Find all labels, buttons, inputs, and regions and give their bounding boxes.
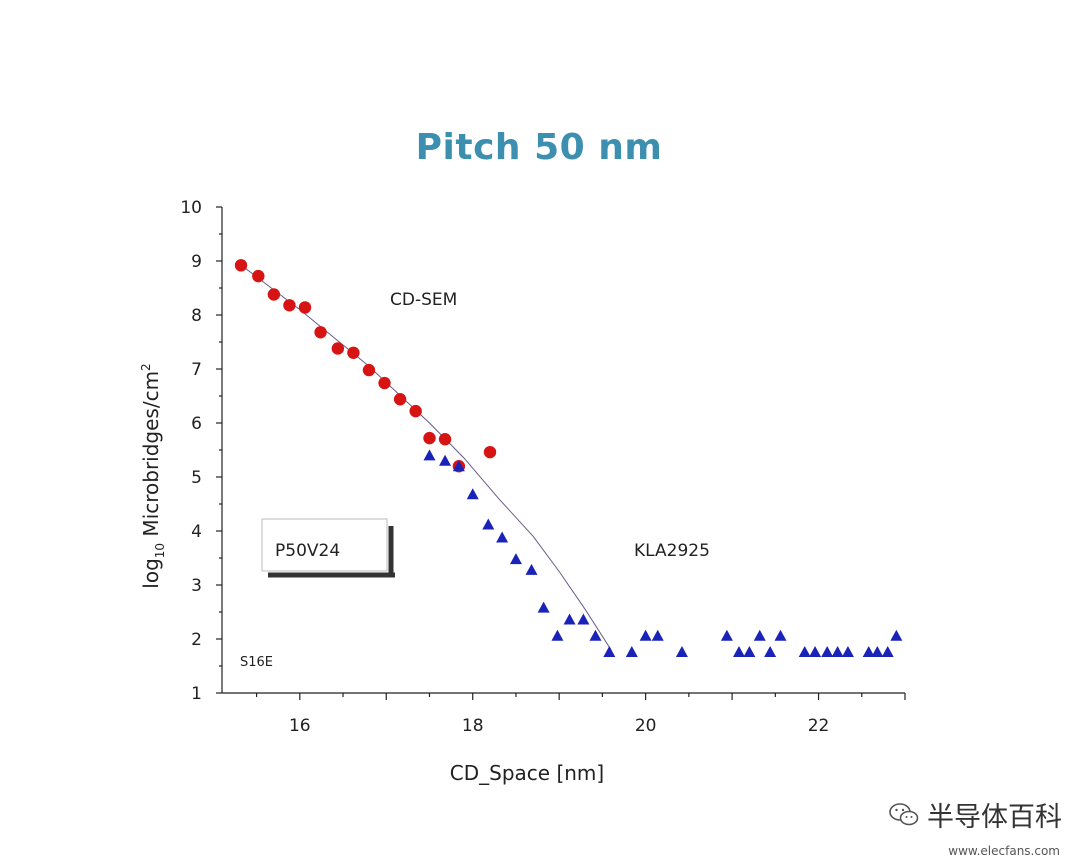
y-tick-label: 7: [191, 360, 202, 380]
y-tick-label: 9: [191, 252, 202, 272]
cdsem-point: [283, 299, 296, 312]
cdsem-point: [252, 269, 265, 283]
y-axis: 1 2 3 4 5 6 7 8 9 10: [180, 198, 223, 704]
sample-box: P50V24: [261, 518, 395, 578]
kla-point: [452, 460, 465, 472]
kla-point: [862, 645, 875, 657]
kla-point: [871, 645, 884, 657]
kla-point: [577, 613, 590, 625]
x-axis-label: CD_Space [nm]: [450, 761, 604, 785]
y-tick-label: 5: [191, 468, 202, 488]
watermark-text: 半导体百科: [927, 802, 1062, 833]
kla-point: [675, 645, 688, 657]
cdsem-point: [331, 342, 345, 355]
series-cdsem: [234, 259, 497, 473]
y-axis-label: log10 Microbridges/cm2: [139, 363, 167, 588]
watermark-url: www.elecfans.com: [948, 844, 1060, 858]
y-tick-label: 8: [191, 306, 202, 326]
kla-point: [509, 553, 522, 565]
kla-point: [841, 645, 854, 657]
cdsem-point: [347, 346, 360, 359]
kla-point: [743, 645, 756, 657]
kla-point: [423, 449, 436, 461]
cdsem-point: [483, 445, 497, 459]
kla-series-label: KLA2925: [634, 541, 710, 561]
x-axis: 16 18 20 22: [222, 692, 906, 736]
kla-point: [798, 645, 811, 657]
kla-point: [482, 518, 495, 530]
x-tick-label: 22: [808, 716, 830, 736]
sample-label: P50V24: [275, 541, 340, 561]
kla-point: [496, 531, 509, 543]
y-axis-label-log: log: [139, 558, 163, 589]
kla-point: [720, 629, 733, 641]
x-tick-label: 18: [462, 716, 484, 736]
kla-point: [537, 601, 550, 613]
kla-point: [733, 645, 746, 657]
kla-point: [551, 629, 564, 641]
y-tick-label: 3: [191, 576, 202, 596]
kla-point: [589, 629, 602, 641]
cdsem-point: [298, 301, 312, 314]
cdsem-point: [438, 433, 452, 446]
kla-point: [753, 629, 766, 641]
fit-line: [238, 263, 612, 651]
kla-point: [466, 488, 479, 500]
kla-point: [625, 645, 638, 657]
x-tick-label: 16: [289, 716, 311, 736]
cdsem-point: [234, 259, 248, 272]
kla-point: [764, 645, 777, 657]
kla-point: [890, 629, 903, 641]
kla-point: [439, 454, 452, 466]
series-kla: [423, 449, 903, 657]
cdsem-point: [267, 288, 281, 301]
y-axis-label-main: Microbridges/cm: [139, 371, 163, 543]
wechat-icon: [889, 802, 919, 825]
cdsem-point: [393, 393, 407, 406]
corner-label: S16E: [240, 655, 273, 670]
kla-point: [603, 645, 616, 657]
watermark: 半导体百科: [889, 795, 1062, 834]
y-tick-label: 6: [191, 414, 202, 434]
cdsem-point: [362, 363, 376, 377]
cdsem-point: [378, 376, 391, 390]
kla-point: [809, 645, 822, 657]
y-tick-label: 1: [191, 684, 202, 704]
kla-point: [881, 645, 894, 657]
kla-point: [639, 629, 652, 641]
cdsem-point: [423, 431, 436, 445]
y-tick-label: 4: [191, 522, 202, 542]
cdsem-point: [409, 404, 422, 418]
kla-point: [525, 563, 538, 575]
cdsem-point: [314, 326, 327, 339]
kla-point: [821, 645, 834, 657]
y-tick-label: 10: [180, 198, 202, 218]
kla-point: [774, 629, 787, 641]
y-axis-label-sub: 10: [153, 543, 167, 558]
chart-title: Pitch 50 nm: [415, 127, 663, 168]
cdsem-series-label: CD-SEM: [390, 290, 457, 310]
y-tick-label: 2: [191, 630, 202, 650]
x-tick-label: 20: [635, 716, 657, 736]
kla-point: [563, 613, 576, 625]
kla-point: [651, 629, 664, 641]
sample-box-frame: [261, 518, 388, 572]
y-axis-label-sup: 2: [139, 363, 153, 371]
kla-point: [831, 645, 844, 657]
